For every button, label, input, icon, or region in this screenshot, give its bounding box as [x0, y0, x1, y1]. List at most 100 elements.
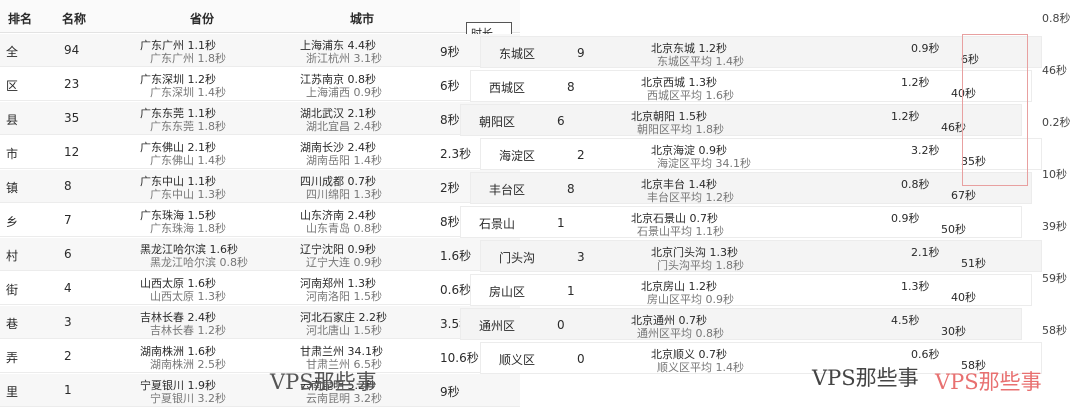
row-province-b: 广东广州 1.8秒 [150, 52, 226, 65]
row-region-a: 北京顺义 0.7秒 [651, 348, 727, 361]
row-value2: 46秒 [941, 121, 966, 134]
row-province-a: 广东中山 1.1秒 [140, 175, 216, 188]
row-region-b: 西城区平均 1.6秒 [647, 89, 734, 102]
header-name[interactable]: 名称 [62, 12, 87, 26]
row-duration: 8秒 [440, 113, 460, 127]
row-city-a: 山东济南 2.4秒 [300, 209, 376, 222]
row-city-a: 甘肃兰州 34.1秒 [300, 345, 383, 358]
row-value: 1.3秒 [901, 280, 930, 293]
row-region-b: 朝阳区平均 1.8秒 [637, 123, 724, 136]
row-region-b: 东城区平均 1.4秒 [657, 55, 744, 68]
row-value2: 50秒 [941, 223, 966, 236]
table-row[interactable]: 村 6 黑龙江哈尔滨 1.6秒 黑龙江哈尔滨 0.8秒 辽宁沈阳 0.9秒 辽宁大连 0.… [0, 238, 520, 271]
row-district: 朝阳区 [479, 115, 516, 129]
row-count: 3 [64, 315, 72, 329]
row-name: 里 [6, 385, 19, 399]
row-province-b: 吉林长春 1.2秒 [150, 324, 226, 337]
table-row[interactable]: 海淀区 2 北京海淀 0.9秒 海淀区平均 34.1秒 3.2秒 35秒 [480, 138, 1042, 170]
row-city-a: 四川成都 0.7秒 [300, 175, 376, 188]
row-region-a: 北京朝阳 1.5秒 [631, 110, 707, 123]
table-row[interactable]: 镇 8 广东中山 1.1秒 广东中山 1.3秒 四川成都 0.7秒 四川绵阳 1.3秒 2秒 [0, 170, 520, 203]
row-count: 23 [64, 77, 80, 91]
edge-value: 59秒 [1042, 272, 1067, 285]
table-row[interactable]: 顺义区 0 北京顺义 0.7秒 顺义区平均 1.4秒 0.6秒 58秒 [480, 342, 1042, 374]
table-row[interactable]: 朝阳区 6 北京朝阳 1.5秒 朝阳区平均 1.8秒 1.2秒 46秒 [460, 104, 1022, 136]
right-table: 东城区 9 北京东城 1.2秒 东城区平均 1.4秒 0.9秒 6秒 西城区 8 北京西城 1.… [440, 0, 1060, 409]
row-duration: 1.6秒 [440, 249, 472, 263]
row-count: 8 [567, 182, 575, 196]
row-province-b: 广东东莞 1.8秒 [150, 120, 226, 133]
table-row[interactable]: 门头沟 3 北京门头沟 1.3秒 门头沟平均 1.8秒 2.1秒 51秒 [480, 240, 1042, 272]
table-row[interactable]: 石景山 1 北京石景山 0.7秒 石景山平均 1.1秒 0.9秒 50秒 [460, 206, 1022, 238]
row-value: 1.2秒 [901, 76, 930, 89]
row-region-b: 房山区平均 0.9秒 [647, 293, 734, 306]
row-name: 镇 [6, 181, 19, 195]
row-region-a: 北京房山 1.2秒 [641, 280, 717, 293]
row-value2: 51秒 [961, 257, 986, 270]
row-city-b: 湖南岳阳 1.4秒 [306, 154, 382, 167]
row-duration: 2秒 [440, 181, 460, 195]
row-name: 弄 [6, 351, 19, 365]
table-row[interactable]: 弄 2 湖南株洲 1.6秒 湖南株洲 2.5秒 甘肃兰州 34.1秒 甘肃兰州 6.5秒 1… [0, 340, 520, 373]
row-city-b: 山东青岛 0.8秒 [306, 222, 382, 235]
row-province-a: 广东珠海 1.5秒 [140, 209, 216, 222]
row-duration: 2.3秒 [440, 147, 472, 161]
row-region-b: 丰台区平均 1.2秒 [647, 191, 734, 204]
row-value: 3.2秒 [911, 144, 940, 157]
row-province-a: 湖南株洲 1.6秒 [140, 345, 216, 358]
row-count: 12 [64, 145, 80, 159]
row-province-a: 吉林长春 2.4秒 [140, 311, 216, 324]
row-province-a: 黑龙江哈尔滨 1.6秒 [140, 243, 238, 256]
row-value: 0.6秒 [911, 348, 940, 361]
row-province-b: 广东中山 1.3秒 [150, 188, 226, 201]
row-duration: 0.6秒 [440, 283, 472, 297]
row-duration: 8秒 [440, 215, 460, 229]
table-row[interactable]: 区 23 广东深圳 1.2秒 广东深圳 1.4秒 江苏南京 0.8秒 上海浦西 0.9秒 6… [0, 68, 520, 101]
header-province[interactable]: 省份 [190, 12, 215, 26]
table-row[interactable]: 市 12 广东佛山 2.1秒 广东佛山 1.4秒 湖南长沙 2.4秒 湖南岳阳 1.4秒 2… [0, 136, 520, 169]
table-row[interactable]: 房山区 1 北京房山 1.2秒 房山区平均 0.9秒 1.3秒 40秒 [470, 274, 1032, 306]
row-city-b: 浙江杭州 3.1秒 [306, 52, 382, 65]
row-count: 2 [577, 148, 585, 162]
header-city[interactable]: 城市 [350, 12, 375, 26]
row-value2: 35秒 [961, 155, 986, 168]
row-region-a: 北京海淀 0.9秒 [651, 144, 727, 157]
watermark-left: VPS那些事 [270, 370, 377, 394]
row-district: 海淀区 [499, 149, 536, 163]
row-value2: 30秒 [941, 325, 966, 338]
row-region-a: 北京东城 1.2秒 [651, 42, 727, 55]
header-rank[interactable]: 排名 [8, 12, 33, 26]
row-count: 0 [577, 352, 585, 366]
row-province-b: 广东珠海 1.8秒 [150, 222, 226, 235]
row-city-a: 江苏南京 0.8秒 [300, 73, 376, 86]
table-row[interactable]: 乡 7 广东珠海 1.5秒 广东珠海 1.8秒 山东济南 2.4秒 山东青岛 0.8秒 8秒 [0, 204, 520, 237]
table-row[interactable]: 里 1 宁夏银川 1.9秒 宁夏银川 3.2秒 云南昆明 5.2秒 云南昆明 3.2秒 9秒 [0, 374, 520, 407]
table-row[interactable]: 丰台区 8 北京丰台 1.4秒 丰台区平均 1.2秒 0.8秒 67秒 [470, 172, 1032, 204]
watermark-right: VPS那些事 [935, 370, 1042, 394]
row-name: 全 [6, 45, 19, 59]
table-row[interactable]: 县 35 广东东莞 1.1秒 广东东莞 1.8秒 湖北武汉 2.1秒 湖北宜昌 2.4秒 8… [0, 102, 520, 135]
row-count: 8 [64, 179, 72, 193]
row-region-b: 顺义区平均 1.4秒 [657, 361, 744, 374]
table-row[interactable]: 东城区 9 北京东城 1.2秒 东城区平均 1.4秒 0.9秒 6秒 [480, 36, 1042, 68]
row-count: 6 [64, 247, 72, 261]
row-city-a: 河北石家庄 2.2秒 [300, 311, 387, 324]
row-value: 1.2秒 [891, 110, 920, 123]
row-count: 0 [557, 318, 565, 332]
table-row[interactable]: 街 4 山西太原 1.6秒 山西太原 1.3秒 河南郑州 1.3秒 河南洛阳 1.5秒 0.… [0, 272, 520, 305]
table-row[interactable]: 通州区 0 北京通州 0.7秒 通州区平均 0.8秒 4.5秒 30秒 [460, 308, 1022, 340]
table-row[interactable]: 全 94 广东广州 1.1秒 广东广州 1.8秒 上海浦东 4.4秒 浙江杭州 3.1秒 9… [0, 34, 520, 67]
row-name: 县 [6, 113, 19, 127]
row-duration: 10.6秒 [440, 351, 479, 365]
edge-value: 58秒 [1042, 324, 1067, 337]
row-region-a: 北京石景山 0.7秒 [631, 212, 718, 225]
table-row[interactable]: 西城区 8 北京西城 1.3秒 西城区平均 1.6秒 1.2秒 40秒 [470, 70, 1032, 102]
row-name: 市 [6, 147, 19, 161]
row-name: 村 [6, 249, 19, 263]
row-city-b: 上海浦西 0.9秒 [306, 86, 382, 99]
row-count: 1 [557, 216, 565, 230]
row-province-b: 广东佛山 1.4秒 [150, 154, 226, 167]
row-value2: 67秒 [951, 189, 976, 202]
row-city-b: 辽宁大连 0.9秒 [306, 256, 382, 269]
row-province-a: 宁夏银川 1.9秒 [140, 379, 216, 392]
